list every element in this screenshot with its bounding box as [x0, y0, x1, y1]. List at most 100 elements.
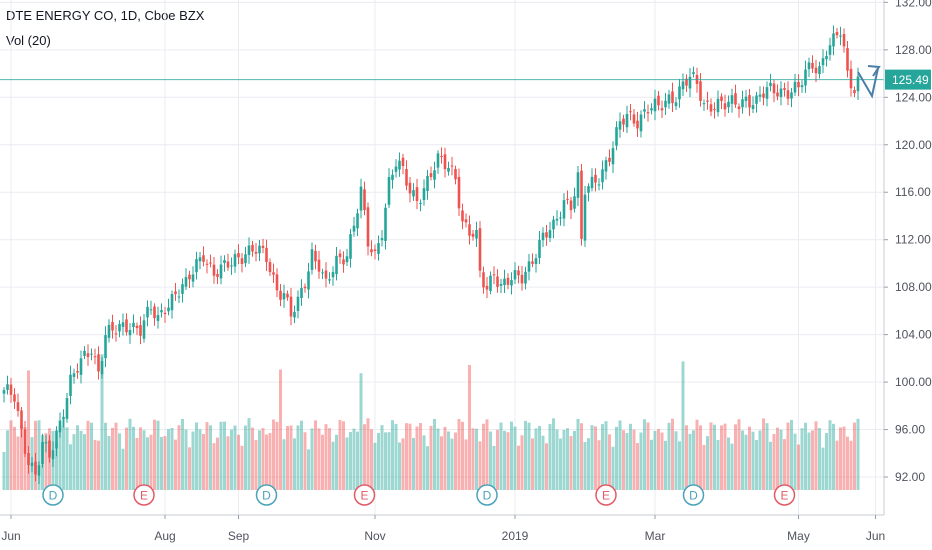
candle-body [485, 285, 489, 290]
volume-bar [552, 418, 555, 490]
candle-body [527, 261, 531, 272]
candle-body [440, 155, 443, 157]
volume-bar [279, 369, 282, 490]
event-marker-label: E [780, 489, 788, 503]
volume-bar [828, 420, 832, 490]
volume-bar [23, 427, 27, 490]
candle-body [321, 272, 324, 274]
volume-bar [426, 446, 429, 490]
volume-bar [454, 432, 457, 490]
candle-body [30, 462, 34, 467]
volume-bar [713, 424, 716, 490]
candle-body [692, 72, 695, 75]
candle-body [170, 294, 174, 311]
candle-body [464, 219, 468, 223]
candle-body [209, 262, 212, 264]
volume-bar [646, 422, 650, 490]
dividend-marker [42, 484, 64, 506]
volume-bar [793, 433, 797, 490]
volume-bar [58, 425, 62, 490]
candle-body [356, 213, 359, 229]
candle-body [681, 81, 685, 90]
candle-body [265, 247, 268, 263]
volume-bar [125, 427, 128, 490]
volume-bar [244, 425, 247, 490]
volume-bar [314, 420, 317, 490]
candle-body [790, 92, 793, 99]
volume-bar [748, 426, 751, 490]
price-tick-label: 124.00 [895, 90, 932, 104]
candle-body [674, 102, 678, 107]
candle-body [254, 251, 258, 254]
volume-bar [758, 430, 762, 490]
volume-bar [849, 440, 853, 490]
candle-body [118, 323, 121, 332]
candle-body [268, 262, 272, 273]
volume-bar [534, 428, 538, 490]
candle-body [132, 322, 135, 328]
volume-bar [597, 440, 601, 490]
volume-bar [471, 428, 475, 490]
candle-body [86, 353, 90, 358]
volume-bar [233, 425, 237, 490]
volume-bar [688, 433, 692, 490]
volume-bar [37, 420, 41, 490]
volume-bar [188, 447, 191, 490]
volume-bar [342, 421, 345, 490]
volume-bar [429, 425, 433, 490]
volume-bar [709, 422, 713, 490]
volume-bar [755, 440, 758, 490]
volume-bar [97, 440, 100, 490]
dividend-marker [476, 484, 498, 506]
candle-body [146, 306, 149, 318]
earnings-marker [353, 484, 376, 506]
candle-body [447, 167, 450, 172]
candle-body [853, 89, 856, 94]
volume-bar [359, 373, 363, 490]
volume-bar [513, 426, 517, 490]
volume-bar [405, 423, 408, 490]
volume-bar [590, 425, 594, 490]
volume-bar [107, 435, 111, 490]
volume-bar [559, 438, 562, 490]
candle-body [842, 34, 846, 47]
candle-body [769, 82, 772, 87]
candle-body [13, 394, 16, 402]
volume-bar [692, 430, 695, 490]
candle-body [48, 440, 51, 458]
candle-body [576, 172, 580, 198]
volume-bar [790, 419, 793, 490]
volume-bar [797, 444, 800, 490]
volume-bar [286, 426, 289, 490]
candle-body [111, 321, 114, 331]
volume-bar [72, 434, 76, 490]
volume-bar [618, 420, 622, 490]
candle-body [398, 160, 401, 170]
volume-bar [156, 420, 160, 490]
candle-body [202, 255, 205, 262]
last-price-label: 125.49 [892, 73, 929, 87]
candle-body [2, 390, 6, 394]
candle-body [258, 245, 261, 254]
chart-title: DTE ENERGY CO, 1D, Cboe BZX [6, 8, 205, 23]
volume-bar [240, 445, 244, 490]
candle-body [156, 315, 160, 321]
volume-bar [814, 421, 818, 490]
candle-body [608, 157, 611, 162]
candle-body [632, 114, 636, 124]
earnings-marker [133, 484, 155, 506]
volume-bar [555, 429, 559, 490]
candle-body [279, 290, 282, 300]
candle-body [394, 166, 398, 172]
volume-bar [349, 432, 352, 490]
volume-bar [384, 432, 387, 490]
candle-body [436, 153, 440, 168]
volume-bar [506, 432, 510, 490]
volume-bar [776, 427, 779, 490]
candle-body [506, 277, 510, 285]
candle-body [664, 100, 667, 108]
volume-bar [128, 418, 132, 490]
candle-body [583, 194, 587, 241]
volume-bar [580, 423, 583, 490]
